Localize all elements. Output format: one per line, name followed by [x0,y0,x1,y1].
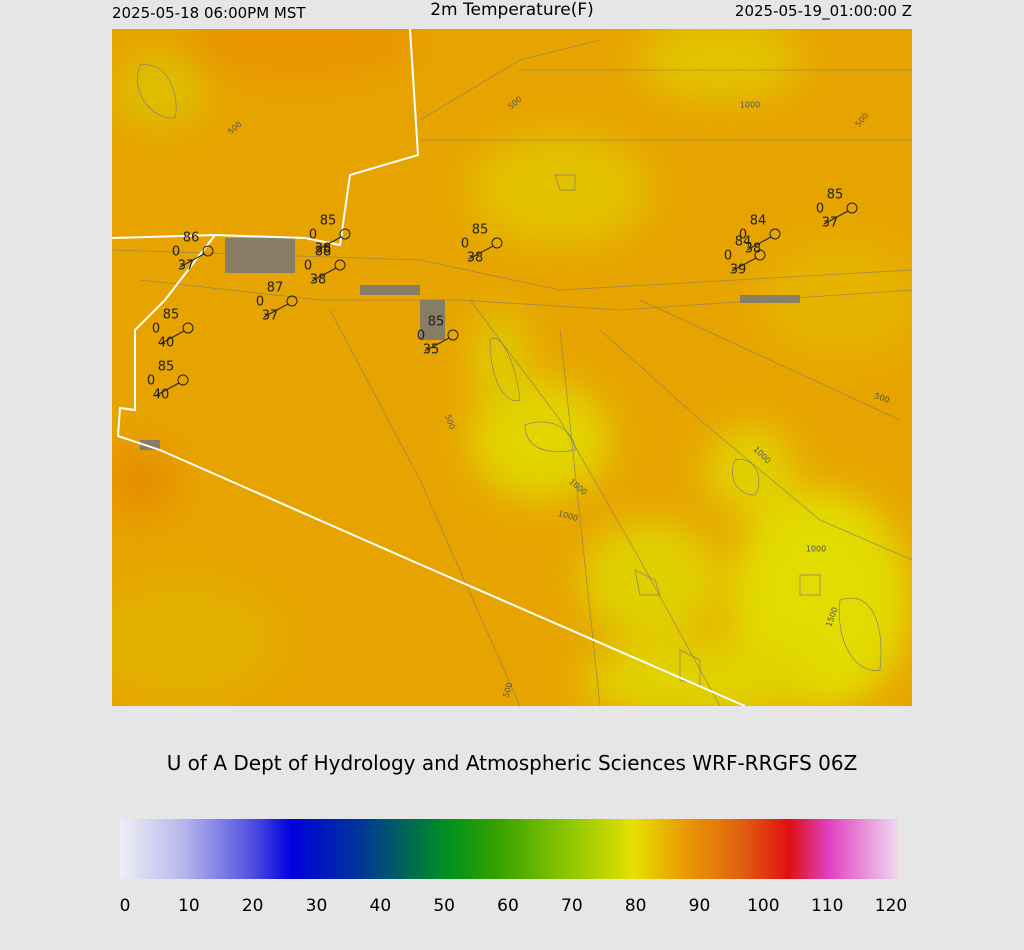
station-dewpoint: 40 [158,336,175,351]
station-circle [286,295,298,307]
credit: U of A Dept of Hydrology and Atmospheric… [167,751,858,775]
station-wind: 0 [724,249,732,264]
contour-label: 500 [502,681,515,698]
station-wind: 0 [172,245,180,260]
wind-barb [154,382,180,397]
colorbar-tick-label: 50 [433,896,455,916]
station-circle [202,245,214,257]
station-temp: 88 [315,245,332,260]
map-title: 2m Temperature(F) [430,0,594,20]
station-wind: 0 [304,259,312,274]
station-dewpoint: 40 [153,388,170,403]
colorbar-tick-label: 110 [811,896,843,916]
wind-barb [424,337,450,352]
station-temp: 84 [735,235,752,250]
colorbar-tick-label: 30 [306,896,328,916]
station-circle [339,228,351,240]
station-temp: 85 [472,223,489,238]
station-wind: 0 [461,237,469,252]
colorbar-tick-label: 90 [689,896,711,916]
station-dewpoint: 37 [822,216,839,231]
station-wind: 0 [309,228,317,243]
colorbar-tick-label: 20 [242,896,264,916]
station-wind: 0 [147,374,155,389]
station-dewpoint: 35 [423,343,440,358]
station-dewpoint: 38 [467,251,484,266]
station-dewpoint: 38 [310,273,327,288]
wind-barb [731,257,757,272]
wind-barb [468,245,494,260]
valid-time-local: 2025-05-18 06:00PM MST [112,4,306,22]
station-wind: 0 [739,228,747,243]
contour-label: 1000 [740,101,760,110]
station-wind: 0 [256,295,264,310]
station-temp: 87 [267,281,284,296]
station-temp: 85 [158,360,175,375]
wind-barb [263,303,289,318]
station-temp: 85 [827,188,844,203]
colorbar-tick-label: 120 [875,896,907,916]
colorbar-tick-label: 60 [497,896,519,916]
wind-barb [311,267,337,282]
colorbar-tick-label: 10 [178,896,200,916]
wind-barb [746,236,772,251]
wind-barb [316,236,342,251]
station-dewpoint: 38 [745,242,762,257]
wind-barb [159,330,185,345]
station-circle [754,249,766,261]
station-temp: 86 [183,231,200,246]
station-circle [846,202,858,214]
station-circle [769,228,781,240]
colorbar-tick-label: 70 [561,896,583,916]
station-temp: 84 [750,214,767,229]
station-wind: 0 [417,329,425,344]
colorbar-tick-label: 80 [625,896,647,916]
station-dewpoint: 38 [315,242,332,257]
wind-barb [179,253,205,268]
station-circle [491,237,503,249]
station-circle [177,374,189,386]
station-circle [447,329,459,341]
station-temp: 85 [320,214,337,229]
station-dewpoint: 37 [262,309,279,324]
station-dewpoint: 37 [178,259,195,274]
station-circle [334,259,346,271]
station-temp: 85 [163,308,180,323]
colorbar [120,819,898,879]
valid-time-utc: 2025-05-19_01:00:00 Z [735,2,912,21]
colorbar-tick-label: 0 [120,896,131,916]
wind-barb [823,210,849,225]
station-wind: 0 [152,322,160,337]
colorbar-tick-label: 100 [747,896,779,916]
colorbar-tick-label: 40 [370,896,392,916]
station-circle [182,322,194,334]
map-field [112,29,912,706]
station-temp: 85 [428,315,445,330]
station-dewpoint: 39 [730,263,747,278]
contour-label: 1000 [806,545,826,554]
station-wind: 0 [816,202,824,217]
